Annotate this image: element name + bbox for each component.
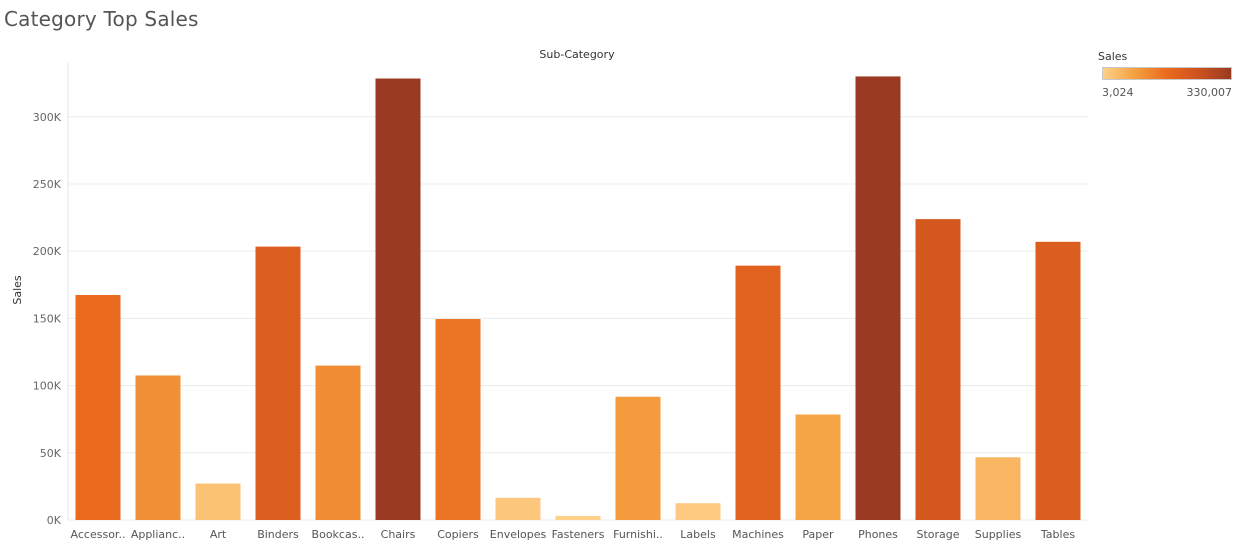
x-tick-label: Accessor.. [71,528,126,541]
bar-art[interactable] [195,483,241,520]
page-title: Category Top Sales [4,7,199,31]
x-tick-label: Copiers [437,528,479,541]
legend-gradient-bar [1102,67,1232,80]
x-tick-label: Chairs [381,528,416,541]
sales-bar-chart: Sub-Category Sales 0K 50K 100K 150K 200K 250K… [11,48,1088,541]
x-tick-label: Envelopes [490,528,547,541]
y-tick-label: 100K [33,380,62,393]
bar-applianc[interactable] [135,375,181,520]
y-tick-label: 0K [47,514,62,527]
bar-tables[interactable] [1035,241,1081,520]
x-tick-label: Bookcas.. [312,528,365,541]
x-tick-label: Binders [257,528,299,541]
x-tick-label: Applianc.. [131,528,185,541]
x-axis-labels: Accessor.. Applianc.. Art Binders Bookcas.. C… [71,528,1076,541]
bar-paper[interactable] [795,414,841,520]
bar-copiers[interactable] [435,319,481,520]
x-tick-label: Storage [916,528,959,541]
bar-accessor[interactable] [75,295,121,520]
x-axis-title: Sub-Category [539,48,615,61]
legend-min-label: 3,024 [1102,86,1134,99]
bar-storage[interactable] [915,219,961,521]
bar-supplies[interactable] [975,457,1021,520]
bars [75,76,1081,521]
bar-envelopes[interactable] [495,497,541,520]
legend-title: Sales [1098,50,1128,63]
bar-bookcas[interactable] [315,365,361,520]
y-tick-label: 50K [40,447,62,460]
y-tick-label: 200K [33,245,62,258]
bar-binders[interactable] [255,246,301,521]
y-tick-label: 250K [33,178,62,191]
y-tick-label: 150K [33,312,62,325]
x-tick-label: Labels [680,528,716,541]
y-axis-ticks: 0K 50K 100K 150K 200K 250K 300K [33,111,62,527]
x-tick-label: Phones [858,528,898,541]
x-tick-label: Supplies [975,528,1022,541]
bar-furnishi[interactable] [615,396,661,520]
x-tick-label: Machines [732,528,784,541]
x-tick-label: Furnishi.. [613,528,663,541]
bar-fasteners[interactable] [555,515,601,520]
x-tick-label: Tables [1040,528,1075,541]
color-legend: Sales 3,024 330,007 [1098,50,1234,102]
x-tick-label: Fasteners [552,528,605,541]
y-tick-label: 300K [33,111,62,124]
bar-machines[interactable] [735,265,781,520]
legend-max-label: 330,007 [1186,86,1233,99]
x-tick-label: Paper [802,528,834,541]
bar-chairs[interactable] [375,78,421,520]
bar-phones[interactable] [855,76,901,521]
x-tick-label: Art [210,528,227,541]
bar-labels[interactable] [675,503,721,520]
y-axis-title: Sales [11,275,24,305]
